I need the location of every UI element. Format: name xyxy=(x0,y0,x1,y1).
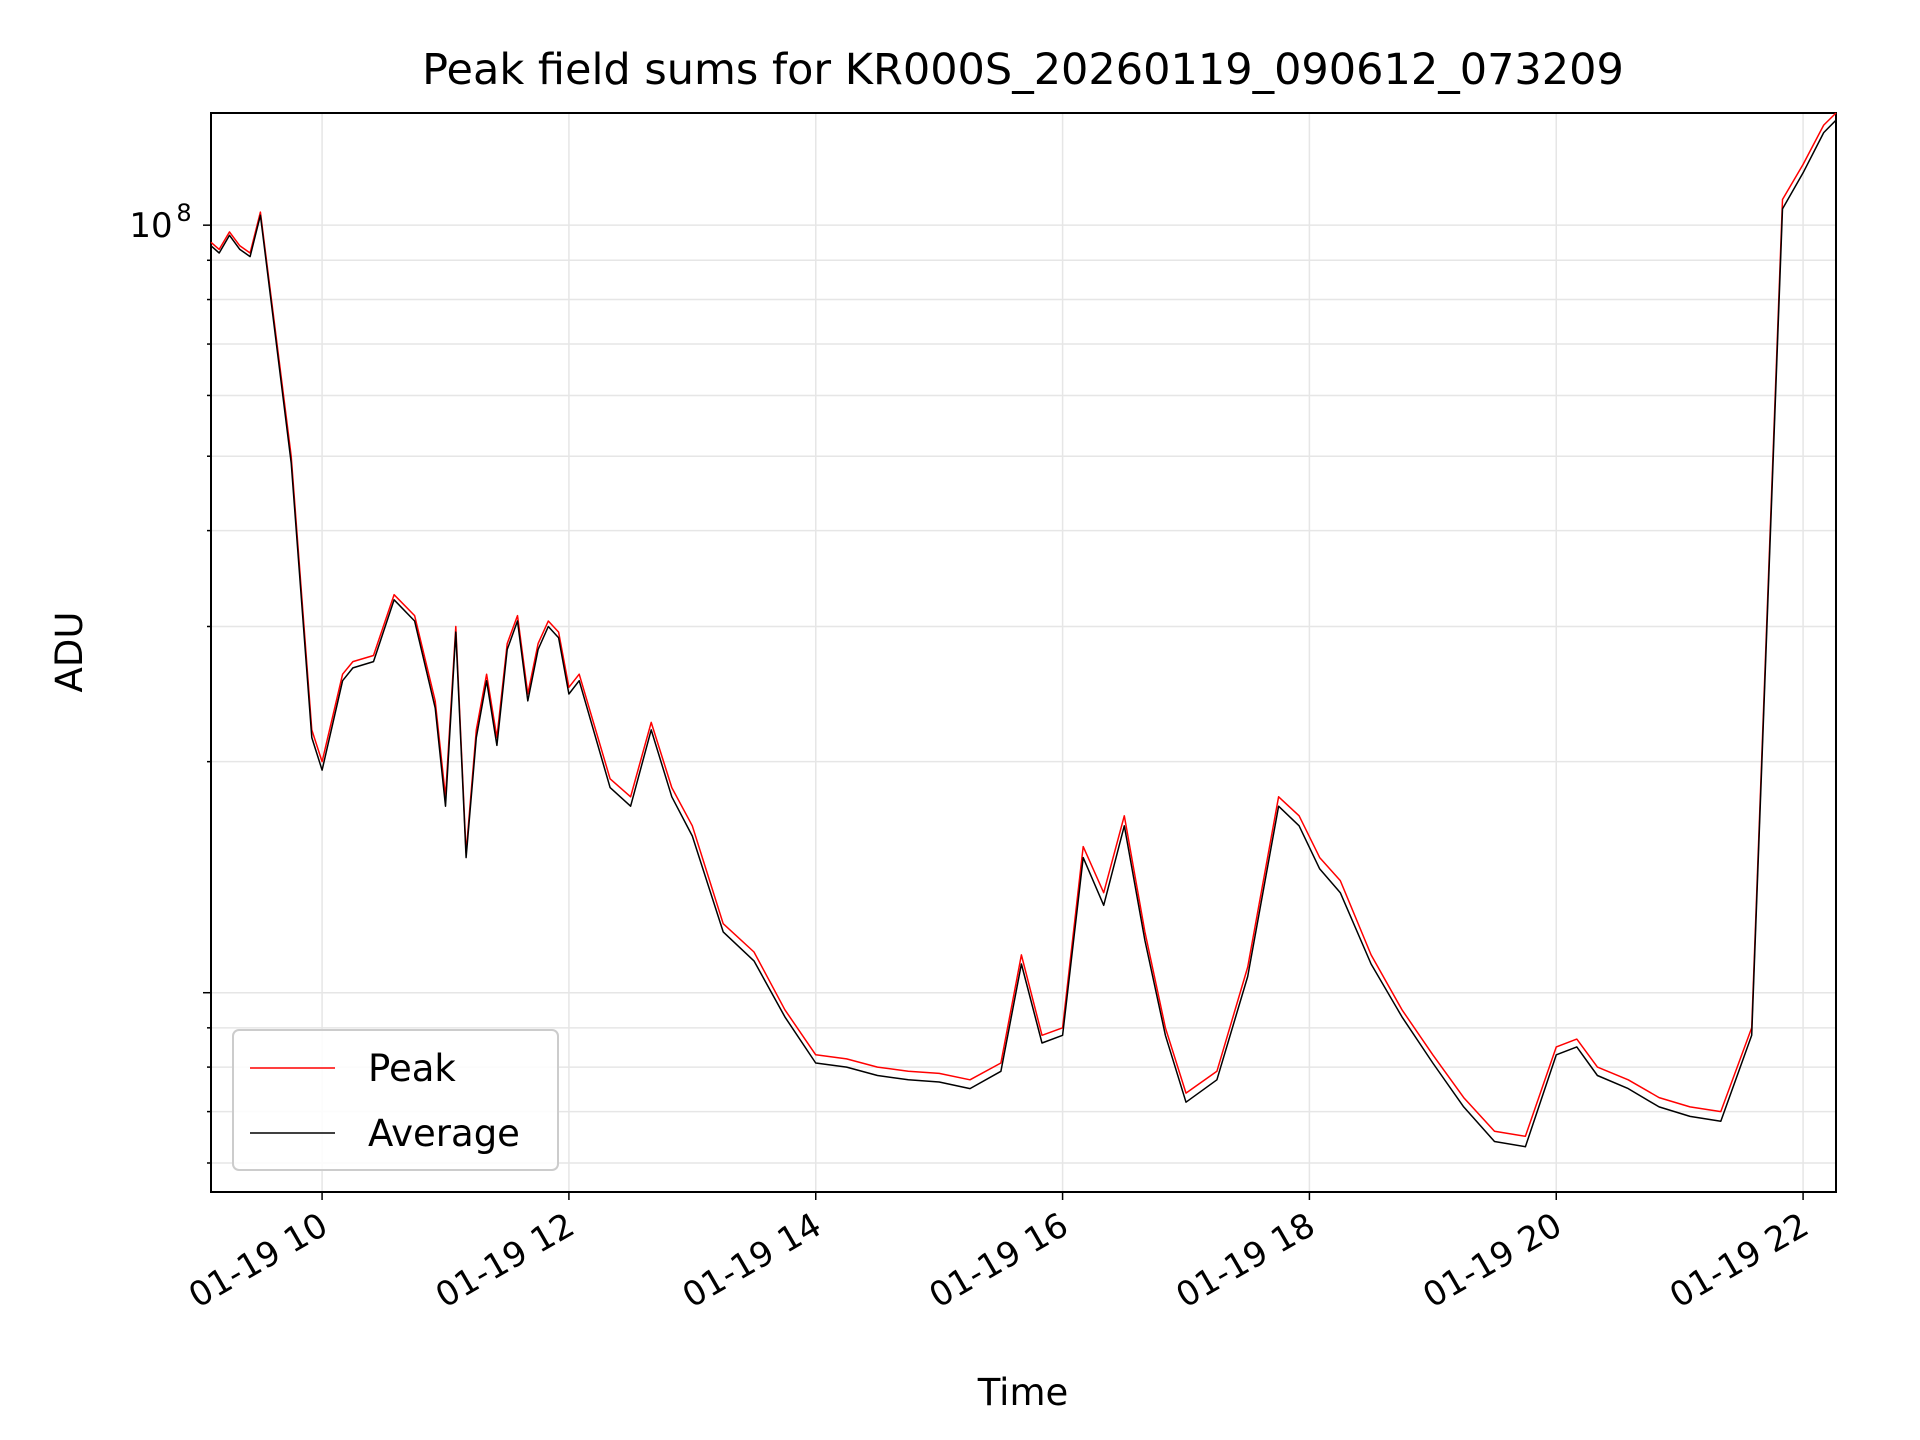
legend: Peak Average xyxy=(232,1029,559,1171)
y-tick-label: 10 xyxy=(129,206,172,246)
x-tick-label: 01-19 16 xyxy=(923,1205,1075,1316)
x-axis-label: Time xyxy=(977,1371,1069,1414)
legend-average-label: Average xyxy=(368,1112,520,1155)
series-line-average xyxy=(210,119,1837,1148)
x-tick-label: 01-19 14 xyxy=(676,1205,828,1316)
grid-lines xyxy=(211,113,1836,1192)
x-tick-label: 01-19 10 xyxy=(182,1205,334,1316)
series-line-peak xyxy=(210,112,1837,1138)
legend-peak-label: Peak xyxy=(368,1047,456,1090)
y-tick-label-exponent: 8 xyxy=(176,199,191,227)
x-tick-label: 01-19 12 xyxy=(429,1205,581,1316)
x-tick-label: 01-19 20 xyxy=(1416,1205,1568,1316)
x-axis-ticks: 01-19 10 01-19 12 01-19 14 01-19 16 01-19 18… xyxy=(182,1192,1816,1316)
legend-box xyxy=(232,1029,559,1171)
chart-title: Peak field sums for KR000S_20260119_0906… xyxy=(422,45,1624,95)
x-tick-label: 01-19 22 xyxy=(1663,1205,1815,1316)
x-tick-label: 01-19 18 xyxy=(1170,1205,1322,1316)
y-axis-ticks: 10 8 xyxy=(129,199,211,1164)
plot-frame xyxy=(210,112,1837,1193)
series-layer xyxy=(210,112,1837,1148)
y-axis-label: ADU xyxy=(48,612,91,693)
